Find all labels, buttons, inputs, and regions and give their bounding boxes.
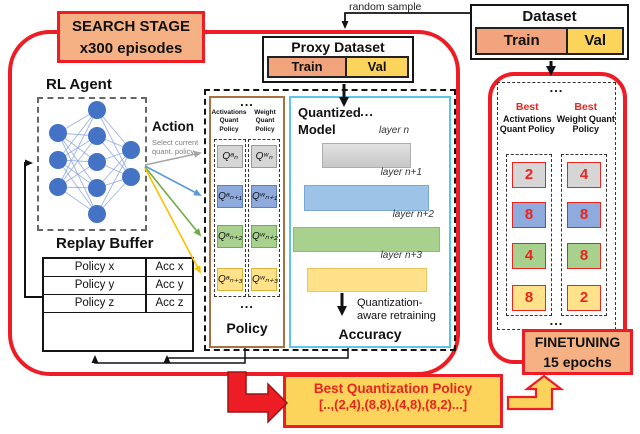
bitwidth-cell: 4: [512, 243, 546, 269]
accuracy-footer-label: Accuracy: [338, 326, 402, 342]
best-policy-panel: ... Best Activations Quant Policy Best W…: [497, 80, 616, 330]
weight-quant-policy-header: Weight Quant Policy: [254, 109, 276, 133]
weight-policy-column: Qʷₙ Qʷₙ₊₁ Qʷₙ₊₂ Qʷₙ₊₃: [248, 139, 280, 297]
best-weight-header: Best Weight Quant Policy: [557, 101, 616, 135]
action-subtitle: Select current quant. policy: [152, 138, 199, 157]
acc-cell: Acc x: [155, 261, 184, 273]
q-cell: Qᵃₙ: [217, 145, 243, 168]
policy-cell: Policy z: [44, 295, 147, 312]
proxy-val-cell: Val: [347, 56, 409, 78]
proxy-dataset-box: Proxy Dataset Train Val: [262, 36, 414, 83]
layer-label: layer n+1: [380, 167, 422, 178]
policy-panel: ... Activations Quant Policy Weight Quan…: [209, 94, 285, 348]
search-stage-episodes: x300 episodes: [79, 39, 183, 57]
policy-cell: Policy y: [44, 277, 147, 294]
quantized-model-title: Quantized Model: [298, 105, 361, 137]
bitwidth-cell: 2: [567, 285, 601, 311]
best-label: Best: [515, 101, 539, 113]
proxy-train-cell: Train: [267, 56, 348, 78]
policy-footer-label: Policy: [226, 320, 268, 336]
best-activations-header: Best Activations Quant Policy: [498, 101, 557, 135]
layer-bar-green: [293, 227, 440, 252]
best-quantization-policy-value: [..,(2,4),(8,8),(4,8),(8,2)...]: [318, 397, 468, 412]
acc-cell: Acc z: [155, 297, 184, 309]
q-cell: Qᵃₙ₊₁: [217, 185, 243, 208]
dataset-title: Dataset: [522, 8, 577, 25]
bitwidth-cell: 8: [512, 285, 546, 311]
bitwidth-cell: 8: [512, 202, 546, 228]
table-row: Policy z Acc z: [44, 295, 192, 313]
ellipsis: ...: [549, 80, 564, 95]
best-weight-column: 4 8 8 2: [561, 154, 607, 316]
acc-cell: Acc y: [155, 279, 184, 291]
random-sample-arrow: [341, 12, 470, 29]
rl-agent-title: RL Agent: [46, 76, 112, 93]
dataset-train-cell: Train: [475, 27, 569, 55]
quantization-aware-retraining-label: Quantization-aware retraining: [357, 297, 436, 323]
ellipsis: ...: [549, 313, 564, 328]
random-sample-label: random sample: [349, 1, 422, 13]
q-cell: Qʷₙ: [251, 145, 277, 168]
q-cell: Qʷₙ₊₂: [251, 225, 278, 248]
quantized-model-panel: Quantized Model ... layer n layer n+1 la…: [289, 96, 451, 348]
finetuning-title: FINETUNING: [534, 334, 621, 350]
search-stage-title: SEARCH STAGE: [71, 18, 191, 35]
best-quantization-policy-title: Best Quantization Policy: [313, 381, 473, 396]
table-row: Policy x Acc x: [44, 259, 192, 277]
layer-label: layer n+3: [380, 250, 422, 261]
action-label: Action: [152, 119, 194, 134]
best-activations-column: 2 8 4 8: [506, 154, 552, 316]
replay-buffer-table: Policy x Acc x Policy y Acc y Policy z A…: [42, 257, 194, 352]
ellipsis: ...: [360, 104, 374, 119]
ellipsis: ...: [240, 94, 254, 109]
finetuning-banner: FINETUNING 15 epochs: [522, 329, 633, 375]
policy-cell: Policy x: [44, 259, 147, 276]
q-cell: Qᵃₙ₊₂: [217, 225, 243, 248]
proxy-dataset-title: Proxy Dataset: [291, 39, 385, 55]
dataset-val-cell: Val: [568, 27, 624, 55]
q-cell: Qʷₙ₊₁: [251, 185, 277, 208]
red-elbow-arrow-icon: [227, 371, 289, 424]
column-name: Activations Quant Policy: [499, 113, 555, 135]
q-cell: Qᵃₙ₊₃: [217, 268, 243, 291]
yellow-elbow-arrow-icon: [506, 374, 565, 411]
best-quantization-policy-banner: Best Quantization Policy [..,(2,4),(8,8)…: [283, 374, 503, 428]
layer-bar-blue: [304, 185, 429, 211]
finetuning-epochs: 15 epochs: [543, 353, 612, 370]
layer-bar-gray: [322, 143, 411, 168]
bitwidth-cell: 2: [512, 162, 546, 188]
bitwidth-cell: 8: [567, 243, 601, 269]
column-name: Weight Quant Policy: [556, 113, 615, 135]
q-cell: Qʷₙ₊₃: [251, 268, 278, 291]
replay-buffer-title: Replay Buffer: [56, 235, 154, 252]
activations-policy-column: Qᵃₙ Qᵃₙ₊₁ Qᵃₙ₊₂ Qᵃₙ₊₃: [214, 139, 246, 297]
search-stage-banner: SEARCH STAGE x300 episodes: [57, 11, 205, 63]
best-label: Best: [574, 101, 598, 113]
dataset-box: Dataset Train Val: [470, 4, 629, 60]
bitwidth-cell: 4: [567, 162, 601, 188]
rl-agent-network-box: [37, 97, 147, 231]
activations-quant-policy-header: Activations Quant Policy: [211, 109, 247, 133]
bitwidth-cell: 8: [567, 202, 601, 228]
ellipsis: ...: [240, 296, 254, 311]
layer-bar-yellow: [307, 268, 427, 292]
layer-label: layer n: [378, 125, 409, 136]
layer-label: layer n+2: [392, 209, 434, 220]
table-row: Policy y Acc y: [44, 277, 192, 295]
